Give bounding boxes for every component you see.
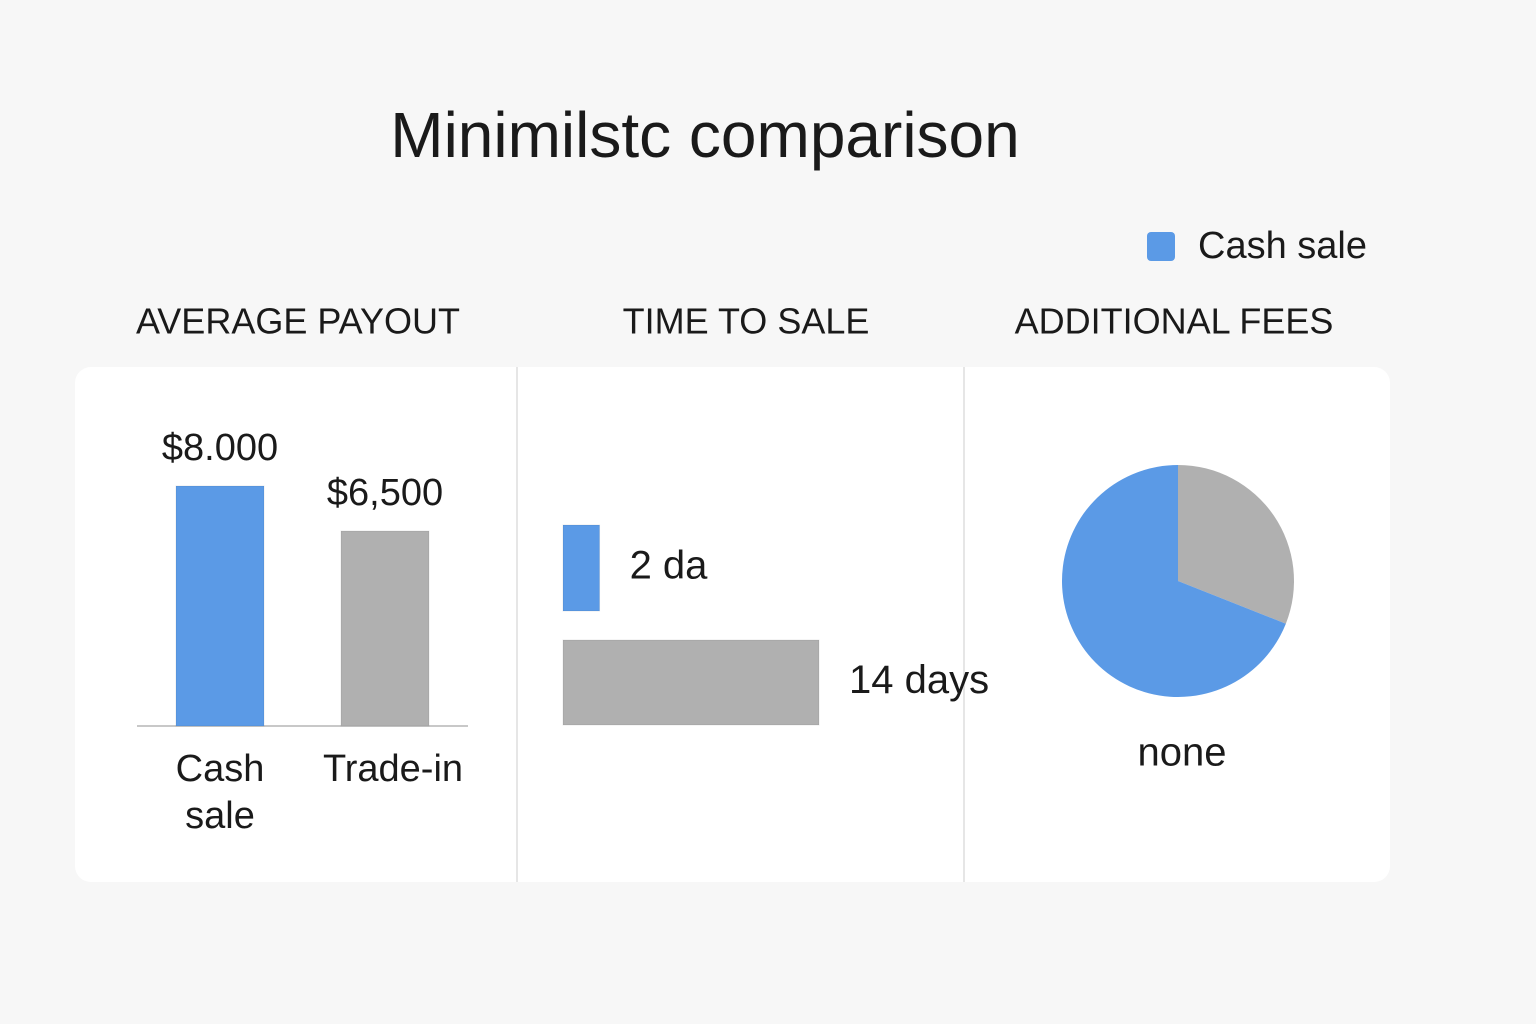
value-label: $6,500 [327,472,443,514]
x-tick-label: Cash sale [176,748,265,837]
pie-label: none [1138,731,1227,775]
bar [340,530,430,727]
value-label: 2 da [630,544,709,588]
legend-swatch [1147,232,1175,261]
page-title: Minimilstc comparison [390,99,1019,171]
bar [175,485,265,727]
panel-title: ADDITIONAL FEES [1015,301,1334,342]
card [75,367,1390,882]
bar [562,639,820,726]
panel-title: TIME TO SALE [623,301,870,342]
bar [562,524,601,612]
panel-title: AVERAGE PAYOUT [136,301,460,342]
legend-label: Cash sale [1198,225,1367,267]
pie-slice [1062,465,1286,698]
value-label: 14 days [849,658,989,702]
value-label: $8.000 [162,427,278,469]
pie-slice [1178,465,1295,624]
x-tick-label: Trade-in [323,748,463,790]
